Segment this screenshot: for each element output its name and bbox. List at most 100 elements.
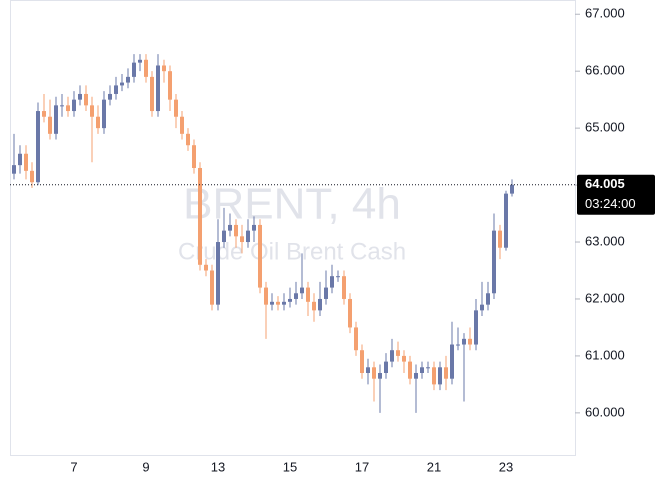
candle-body (36, 111, 40, 183)
candle-body (258, 224, 262, 288)
y-tick-label: 67.000 (585, 6, 625, 21)
watermark-symbol: BRENT, 4h (183, 180, 401, 229)
candle-body (402, 355, 406, 362)
candle-body (144, 59, 148, 77)
candle-body (252, 224, 256, 231)
candle-body (102, 99, 106, 129)
candle-body (432, 367, 436, 385)
candle-body (72, 99, 76, 112)
candle-body (396, 350, 400, 356)
candle-body (288, 298, 292, 302)
candle-body (486, 293, 490, 305)
candle-body (84, 93, 88, 106)
last-price-label: 64.005 (585, 176, 625, 191)
candle-body (30, 170, 34, 183)
candle-body (408, 361, 412, 379)
candle-body (354, 327, 358, 351)
candle-body (120, 82, 124, 86)
candle-body (372, 367, 376, 379)
candle-body (462, 338, 466, 345)
candle-body (492, 230, 496, 294)
candle-body (450, 344, 454, 379)
x-tick-label: 21 (427, 459, 441, 474)
candle-body (420, 367, 424, 373)
candle-body (300, 287, 304, 294)
plot-frame (10, 0, 576, 456)
candle-body (66, 105, 70, 112)
candle-body (480, 304, 484, 311)
x-tick-label: 9 (142, 459, 149, 474)
candle-body (294, 293, 298, 299)
candle-body (312, 301, 316, 311)
candle-body (162, 65, 166, 72)
candle-body (156, 65, 160, 112)
candle-body (306, 287, 310, 302)
candle-body (264, 287, 268, 305)
x-tick-label: 13 (211, 459, 225, 474)
candle-body (366, 367, 370, 373)
candle-body (276, 301, 280, 305)
candle-body (222, 230, 226, 243)
candle-body (414, 372, 418, 379)
candle-body (96, 116, 100, 129)
last-price-box (577, 174, 655, 215)
candle-body (234, 224, 238, 237)
candle-body (132, 62, 136, 77)
candle-body (210, 270, 214, 305)
candle-body (348, 298, 352, 328)
candle-body (18, 153, 22, 166)
candle-body (78, 93, 82, 100)
candle-body (342, 276, 346, 299)
y-tick-label: 63.000 (585, 233, 625, 248)
candle-body (198, 167, 202, 265)
candle-body (54, 105, 58, 134)
candle-body (456, 344, 460, 346)
candle-body (90, 105, 94, 117)
y-tick-label: 65.000 (585, 120, 625, 135)
x-tick-label: 7 (70, 459, 77, 474)
candle-body (390, 350, 394, 362)
candle-body (180, 116, 184, 134)
candle-body (240, 236, 244, 243)
candle-body (48, 116, 52, 134)
candle-body (192, 145, 196, 168)
candle-body (24, 153, 28, 171)
countdown-label: 03:24:00 (585, 196, 636, 211)
candle-body (360, 350, 364, 373)
x-tick-label: 23 (499, 459, 513, 474)
candle-body (444, 367, 448, 379)
y-tick-label: 60.000 (585, 404, 625, 419)
candle-body (114, 85, 118, 94)
candle-body (438, 367, 442, 385)
candle-body (168, 71, 172, 100)
candle-body (228, 224, 232, 231)
candle-body (270, 301, 274, 305)
candle-body (174, 99, 178, 117)
candle-body (126, 76, 130, 83)
candle-body (150, 76, 154, 112)
x-tick-label: 17 (355, 459, 369, 474)
candle-body (186, 133, 190, 146)
candle-body (378, 372, 382, 379)
candle-body (108, 93, 112, 100)
candle-body (216, 242, 220, 305)
candle-body (204, 264, 208, 271)
candle-body (42, 111, 46, 117)
candle-body (246, 230, 250, 243)
x-tick-label: 15 (283, 459, 297, 474)
candle-body (426, 367, 430, 369)
candle-body (282, 301, 286, 305)
y-tick-label: 61.000 (585, 347, 625, 362)
watermark-name: Crude Oil Brent Cash (178, 238, 406, 265)
candle-body (510, 184, 514, 194)
candle-body (468, 338, 472, 345)
candle-body (138, 59, 142, 63)
candle-body (324, 287, 328, 299)
y-tick-label: 66.000 (585, 63, 625, 78)
candle-body (336, 276, 340, 278)
candle-body (504, 193, 508, 248)
candle-body (474, 310, 478, 345)
candle-body (498, 230, 502, 248)
y-tick-label: 62.000 (585, 290, 625, 305)
